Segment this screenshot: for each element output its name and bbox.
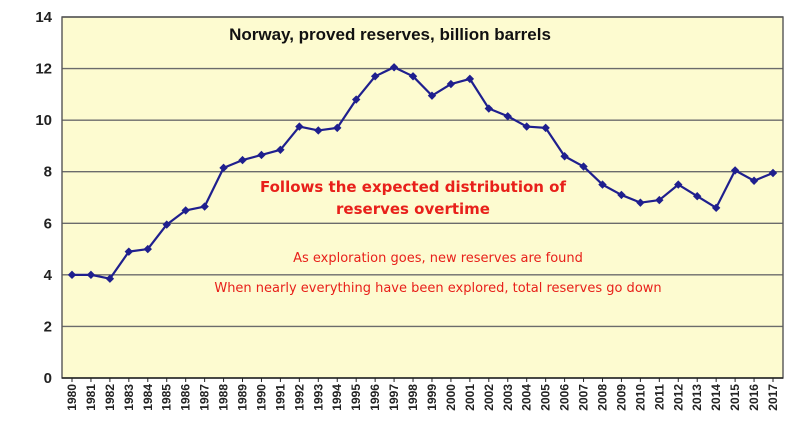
y-tick-label: 0 <box>44 370 52 387</box>
x-tick-label: 1995 <box>349 384 363 411</box>
x-tick-label: 1982 <box>103 384 117 411</box>
data-point <box>124 247 134 256</box>
annotation-headline-line2: reserves overtime <box>336 200 490 218</box>
x-tick-label: 2006 <box>558 384 572 411</box>
data-point <box>636 198 645 207</box>
data-point <box>446 79 456 89</box>
x-tick-label: 1980 <box>65 384 79 411</box>
data-point <box>314 126 323 135</box>
data-point <box>503 112 512 121</box>
y-tick-label: 8 <box>44 164 52 181</box>
data-point <box>522 122 531 131</box>
data-point <box>389 63 399 72</box>
x-tick-label: 1999 <box>425 384 439 411</box>
data-point <box>674 180 683 189</box>
data-point <box>730 166 740 175</box>
x-tick-label: 2015 <box>728 384 742 411</box>
plot-area <box>62 17 783 378</box>
y-tick-label: 6 <box>44 215 52 232</box>
data-point <box>181 206 190 215</box>
x-tick-label: 1994 <box>330 384 344 411</box>
data-point <box>370 72 380 81</box>
x-tick-label: 1997 <box>387 384 401 411</box>
data-point <box>351 95 361 104</box>
x-tick-label: 2007 <box>577 384 591 411</box>
data-point <box>67 270 77 280</box>
x-tick-label: 1989 <box>236 384 250 411</box>
y-tick-label: 2 <box>44 318 52 335</box>
x-tick-label: 2004 <box>520 384 534 411</box>
data-point <box>105 274 115 283</box>
x-tick-label: 2000 <box>444 384 458 411</box>
data-point <box>238 155 247 165</box>
x-tick-labels: 1980 1981 1982 1983 1984 1985 1986 1987 1988 1989… <box>65 384 780 411</box>
x-tick-label: 1998 <box>406 384 420 411</box>
data-point <box>655 195 664 205</box>
data-point <box>579 162 588 171</box>
x-tick-label: 2016 <box>747 384 761 411</box>
y-tick-label: 10 <box>35 112 52 129</box>
series-layer <box>67 63 778 283</box>
x-tick-label: 2008 <box>595 384 609 411</box>
x-tick-label: 1996 <box>368 384 382 411</box>
x-tick-label: 2001 <box>463 384 477 411</box>
data-point <box>484 104 494 113</box>
data-point <box>86 270 96 280</box>
data-point <box>598 180 607 189</box>
data-point <box>749 176 759 185</box>
annotation-headline-line1: Follows the expected distribution of <box>260 178 566 196</box>
x-tick-label: 1985 <box>160 384 174 411</box>
y-tick-label: 12 <box>35 61 52 78</box>
data-point <box>541 123 550 133</box>
x-tick-label: 1990 <box>254 384 268 411</box>
data-point <box>162 220 171 229</box>
data-point <box>200 202 209 211</box>
data-point <box>295 122 304 131</box>
x-tick-label: 2017 <box>766 384 780 411</box>
x-tick-label: 1988 <box>217 384 231 411</box>
y-tick-label: 4 <box>44 267 53 284</box>
data-point <box>711 203 721 213</box>
data-point <box>427 91 437 100</box>
data-point <box>617 190 626 200</box>
data-point <box>465 74 475 84</box>
x-tick-label: 2005 <box>539 384 553 411</box>
data-point <box>333 123 342 133</box>
x-tick-label: 2011 <box>652 384 666 410</box>
x-tick-label: 2002 <box>482 384 496 411</box>
y-tick-labels: 0 2 4 6 8 10 12 14 <box>35 9 52 387</box>
data-point <box>768 168 778 178</box>
data-point <box>693 192 702 201</box>
data-point <box>408 72 418 81</box>
x-tick-label: 1987 <box>198 384 212 411</box>
data-point <box>257 150 266 160</box>
x-tick-label: 2003 <box>501 384 515 411</box>
x-tick-label: 1984 <box>141 384 155 411</box>
data-point <box>143 244 152 254</box>
x-tick-label: 2010 <box>633 384 647 411</box>
x-tick-label: 1991 <box>273 384 287 411</box>
y-tick-label: 14 <box>35 9 52 26</box>
x-tick-label: 2012 <box>671 384 685 411</box>
x-tick-label: 1993 <box>311 384 325 411</box>
chart-title: Norway, proved reserves, billion barrels <box>229 25 551 44</box>
data-point <box>276 145 285 154</box>
data-point <box>560 152 569 161</box>
annotation-note-decline: When nearly everything have been explore… <box>214 281 661 296</box>
data-point <box>219 163 228 173</box>
x-tick-label: 2009 <box>614 384 628 411</box>
x-tick-label: 1992 <box>292 384 306 411</box>
annotation-note-exploration: As exploration goes, new reserves are fo… <box>293 251 583 266</box>
axes <box>61 16 784 382</box>
x-tick-label: 1983 <box>122 384 136 411</box>
x-tick-label: 1981 <box>84 384 98 411</box>
x-tick-label: 2014 <box>709 384 723 411</box>
x-tick-label: 1986 <box>179 384 193 411</box>
x-tick-label: 2013 <box>690 384 704 411</box>
